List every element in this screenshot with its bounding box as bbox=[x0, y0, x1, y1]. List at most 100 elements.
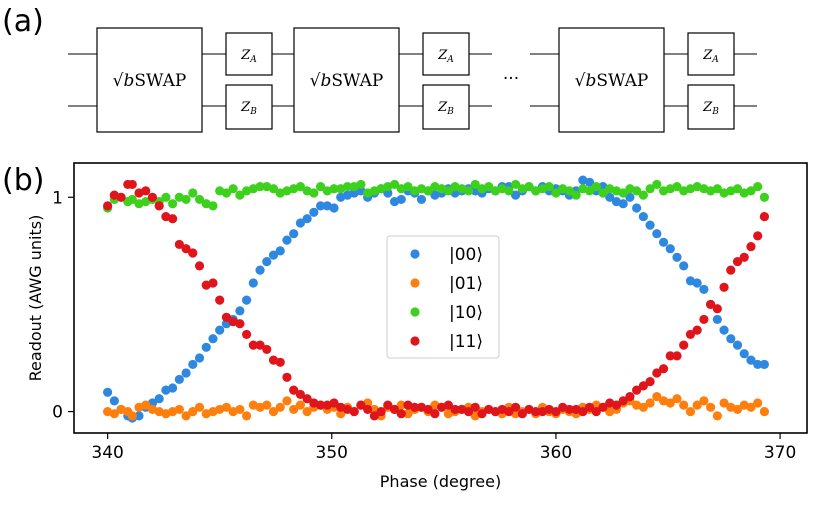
data-point bbox=[342, 181, 353, 192]
data-point bbox=[632, 186, 642, 196]
data-point bbox=[168, 199, 178, 209]
series-3 bbox=[103, 179, 770, 421]
data-point bbox=[208, 278, 218, 288]
za-gate: ZA bbox=[687, 32, 735, 76]
data-point bbox=[692, 325, 702, 335]
data-point bbox=[262, 400, 272, 410]
data-point bbox=[645, 398, 655, 408]
data-point bbox=[726, 265, 736, 275]
data-point bbox=[712, 314, 722, 325]
data-point bbox=[699, 396, 709, 406]
data-point bbox=[430, 409, 440, 419]
data-point bbox=[194, 402, 205, 412]
za-sub: A bbox=[446, 55, 454, 65]
data-point bbox=[665, 398, 675, 408]
data-point bbox=[679, 261, 689, 271]
data-point bbox=[652, 179, 662, 190]
data-point bbox=[174, 404, 184, 415]
data-point bbox=[242, 411, 252, 421]
data-point bbox=[396, 194, 406, 205]
data-point bbox=[302, 214, 312, 224]
data-point bbox=[356, 179, 366, 190]
data-point bbox=[423, 404, 433, 415]
gate-swap: SWAP bbox=[134, 71, 186, 91]
data-point bbox=[732, 404, 743, 415]
zb-sub: B bbox=[446, 107, 454, 117]
data-point bbox=[658, 364, 669, 374]
data-point bbox=[746, 355, 756, 365]
data-point bbox=[665, 244, 675, 254]
data-point bbox=[564, 186, 574, 196]
data-point bbox=[531, 406, 541, 417]
data-point bbox=[719, 398, 729, 408]
data-point bbox=[201, 342, 211, 352]
data-point bbox=[685, 329, 696, 340]
sqrt-bswap-gate: √bSWAP bbox=[96, 27, 203, 133]
data-point bbox=[295, 218, 305, 228]
x-tick-label: 340 bbox=[91, 443, 123, 463]
panel-b-label: (b) bbox=[2, 163, 44, 198]
data-point bbox=[116, 192, 126, 202]
data-point bbox=[228, 184, 238, 194]
plot-frame bbox=[73, 162, 808, 434]
data-point bbox=[103, 201, 113, 211]
svg-text:ZB: ZB bbox=[437, 100, 454, 117]
legend-label: |00⟩ bbox=[449, 245, 483, 265]
data-point bbox=[578, 406, 588, 417]
data-point bbox=[672, 181, 682, 192]
data-point bbox=[235, 190, 245, 200]
data-point bbox=[732, 256, 743, 267]
data-point bbox=[221, 188, 232, 198]
data-point bbox=[652, 391, 662, 402]
legend-label: |11⟩ bbox=[449, 332, 483, 352]
zb-gate: ZB bbox=[422, 84, 470, 130]
data-point bbox=[302, 406, 312, 417]
za-symbol: Z bbox=[437, 48, 448, 63]
data-point bbox=[356, 400, 366, 410]
data-point bbox=[329, 184, 339, 194]
data-point bbox=[672, 351, 682, 361]
data-point bbox=[591, 181, 601, 192]
data-point bbox=[739, 349, 749, 359]
data-point bbox=[188, 359, 198, 370]
data-point bbox=[712, 184, 722, 194]
data-point bbox=[168, 383, 178, 393]
panel-a-label: (a) bbox=[2, 4, 44, 39]
data-point bbox=[450, 404, 460, 415]
y-tick-label: 0 bbox=[52, 403, 63, 423]
za-symbol: Z bbox=[240, 48, 251, 63]
data-point bbox=[127, 411, 137, 421]
gate-sqrt: √ bbox=[113, 71, 124, 91]
legend: |00⟩ |01⟩ |10⟩ |11⟩ bbox=[386, 235, 500, 359]
data-point bbox=[403, 409, 413, 419]
data-point bbox=[685, 406, 696, 417]
data-point bbox=[255, 181, 265, 192]
data-point bbox=[753, 231, 763, 241]
y-tick-label: 1 bbox=[52, 188, 63, 208]
data-point bbox=[598, 188, 608, 198]
series-0 bbox=[103, 175, 770, 423]
data-point bbox=[544, 181, 554, 192]
data-point bbox=[295, 181, 305, 192]
data-point bbox=[188, 188, 198, 198]
svg-text:ZB: ZB bbox=[240, 100, 257, 117]
data-point bbox=[625, 391, 635, 402]
data-point bbox=[504, 406, 514, 417]
data-point bbox=[632, 203, 642, 213]
x-tick-label: 370 bbox=[764, 443, 796, 463]
data-point bbox=[692, 400, 702, 410]
data-point bbox=[188, 248, 198, 258]
data-point bbox=[181, 244, 191, 254]
data-point bbox=[753, 398, 763, 408]
data-point bbox=[369, 411, 379, 421]
data-point bbox=[174, 239, 184, 250]
data-point bbox=[302, 394, 312, 404]
data-point bbox=[753, 181, 763, 192]
data-point bbox=[242, 295, 252, 305]
data-point bbox=[510, 179, 521, 190]
data-point bbox=[194, 194, 205, 205]
data-point bbox=[638, 211, 648, 222]
data-point bbox=[672, 394, 682, 404]
data-point bbox=[652, 368, 662, 378]
